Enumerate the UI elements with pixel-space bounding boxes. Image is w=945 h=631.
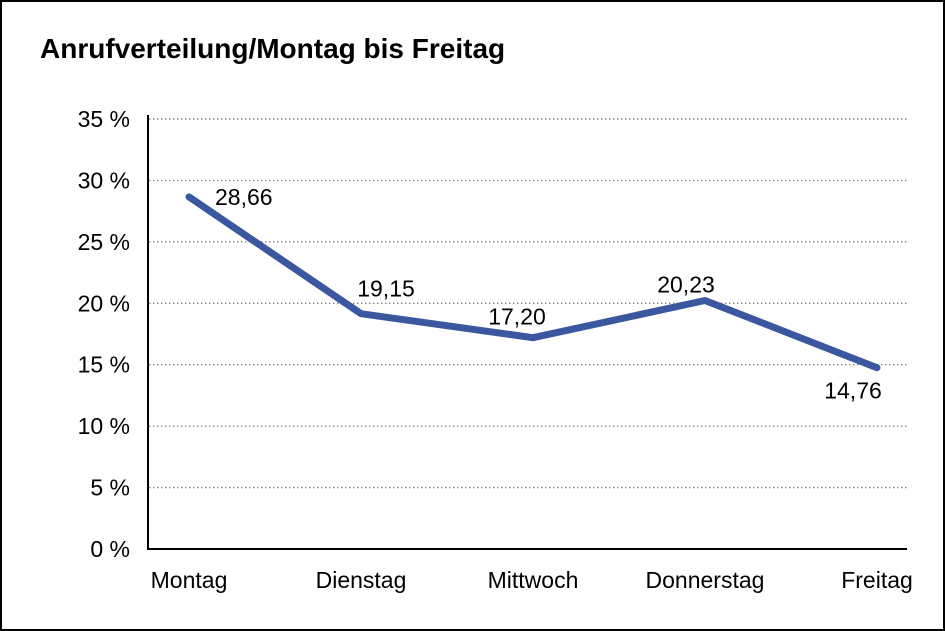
y-tick-label: 25 % [78, 229, 130, 255]
y-tick-label: 0 % [90, 536, 130, 562]
x-axis-label: Freitag [841, 567, 913, 593]
x-axis-label: Dienstag [316, 567, 407, 593]
y-tick-label: 5 % [90, 475, 130, 501]
y-tick-label: 20 % [78, 290, 130, 316]
data-point-label: 20,23 [657, 271, 715, 297]
y-tick-label: 15 % [78, 352, 130, 378]
chart-title: Anrufverteilung/Montag bis Freitag [40, 33, 506, 64]
data-point-label: 19,15 [357, 276, 415, 302]
data-point-label: 28,66 [215, 184, 273, 210]
y-tick-label: 10 % [78, 413, 130, 439]
data-point-label: 17,20 [488, 304, 546, 330]
data-line [185, 193, 881, 372]
data-point-label: 14,76 [824, 378, 882, 404]
x-axis-label: Montag [151, 567, 228, 593]
x-axis-label: Donnerstag [646, 567, 765, 593]
y-tick-label: 35 % [78, 106, 130, 132]
y-tick-label: 30 % [78, 167, 130, 193]
x-axis-label: Mittwoch [488, 567, 579, 593]
